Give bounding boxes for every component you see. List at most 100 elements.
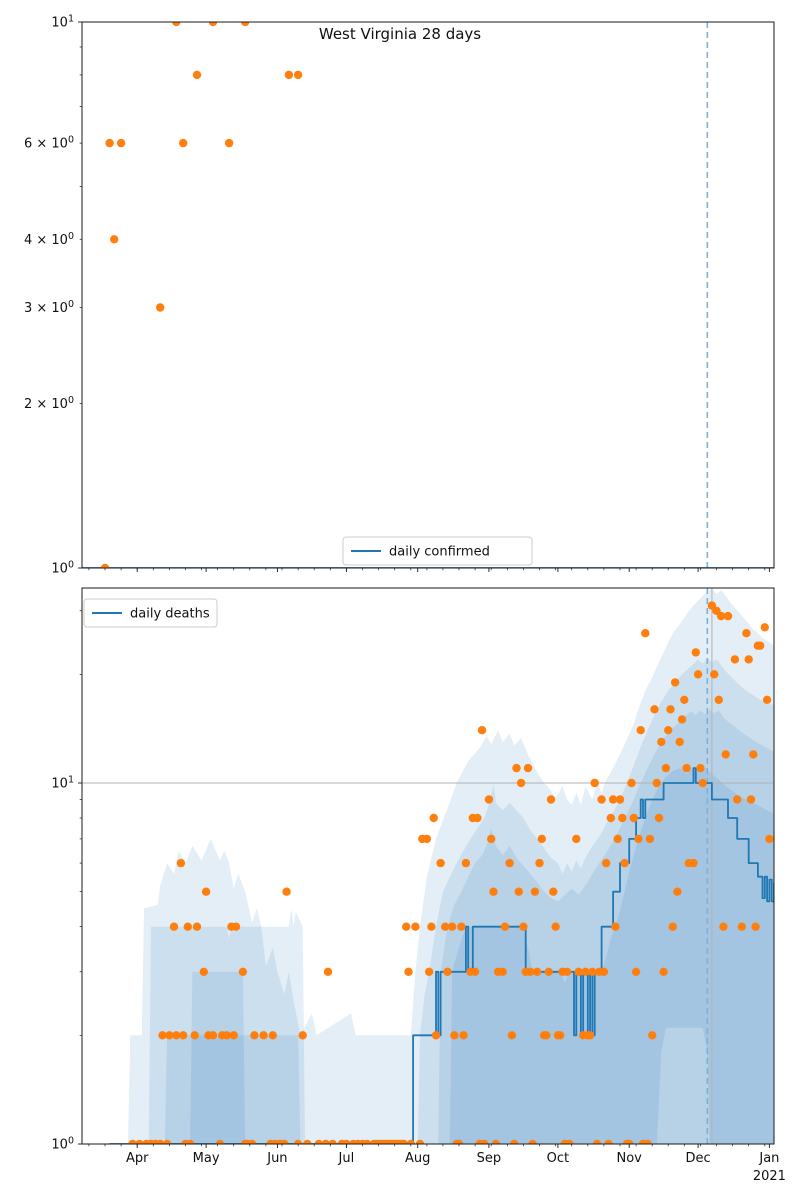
data-point	[192, 922, 202, 931]
data-point	[128, 1139, 137, 1144]
data-point	[652, 778, 661, 788]
data-point	[749, 750, 758, 759]
data-point	[615, 795, 625, 804]
data-point	[406, 1139, 415, 1144]
data-point	[544, 967, 553, 976]
data-point	[643, 1139, 652, 1144]
data-point	[284, 70, 294, 80]
data-point	[523, 763, 533, 773]
data-point	[477, 726, 487, 735]
x-tick-label: Jun	[266, 1151, 287, 1166]
plot-border	[81, 587, 775, 1145]
data-point	[618, 813, 627, 823]
data-point	[110, 235, 119, 244]
data-point	[666, 705, 675, 714]
data-point	[190, 1031, 199, 1040]
data-point	[659, 967, 668, 976]
data-point	[631, 967, 641, 976]
data-point	[742, 629, 751, 638]
data-point	[723, 611, 733, 621]
axes-frame	[78, 587, 775, 1148]
data-point	[415, 1139, 425, 1144]
legend-frame	[83, 598, 218, 628]
axes-frame	[78, 21, 775, 572]
data-point	[650, 705, 659, 714]
data-point	[247, 1139, 257, 1144]
data-point	[606, 813, 615, 823]
data-point	[625, 1139, 634, 1144]
data-point	[664, 726, 673, 735]
data-point	[693, 670, 703, 679]
data-point	[450, 1031, 459, 1040]
data-point	[429, 813, 438, 823]
data-point	[461, 858, 471, 868]
data-point	[487, 834, 496, 844]
data-point	[691, 648, 700, 657]
data-point	[293, 70, 303, 80]
x-tick-label: Nov	[617, 1151, 643, 1166]
data-point	[431, 1031, 441, 1040]
y-tick-label: 101	[51, 14, 74, 31]
daily-confirmed-dots	[100, 22, 303, 568]
data-point	[546, 795, 556, 804]
data-point	[562, 967, 572, 976]
data-point	[402, 922, 411, 931]
axis-labels: Apr May Jun Jul Aug Sep Oct Nov Dec Jan 2021 101 100	[51, 775, 786, 1185]
data-point	[654, 813, 664, 823]
data-point	[682, 763, 691, 773]
x-tick-label: Jul	[338, 1151, 355, 1166]
data-point	[551, 922, 560, 931]
data-point	[156, 303, 165, 312]
data-point	[668, 922, 677, 931]
data-point	[680, 695, 689, 704]
data-point	[599, 967, 609, 976]
data-point	[280, 1139, 289, 1144]
data-point	[751, 922, 760, 931]
data-point	[208, 22, 218, 27]
data-point	[480, 1139, 489, 1144]
data-point	[641, 629, 650, 638]
data-point	[744, 655, 753, 664]
data-point	[613, 834, 622, 844]
data-point	[620, 858, 629, 868]
legend-label: daily deaths	[130, 607, 210, 622]
data-point	[581, 967, 590, 976]
data-point	[636, 726, 645, 735]
data-point	[224, 138, 234, 148]
legend-daily-confirmed: daily confirmed	[342, 536, 533, 566]
data-point	[116, 138, 126, 148]
y-tick-label: 3 × 100	[24, 299, 74, 316]
data-point	[533, 967, 542, 976]
data-point	[427, 922, 436, 931]
data-point	[602, 858, 611, 868]
data-point	[611, 922, 620, 931]
data-point	[673, 887, 682, 896]
data-point	[185, 1139, 195, 1144]
data-point	[231, 922, 241, 931]
data-point	[565, 1139, 574, 1144]
plot-border	[81, 21, 775, 569]
x-tick-label: Jan	[758, 1151, 779, 1166]
data-point	[574, 967, 583, 976]
x-tick-label: Oct	[547, 1151, 569, 1166]
data-point	[505, 858, 514, 868]
confidence-band-outer	[128, 588, 774, 1144]
data-point	[585, 1031, 595, 1040]
data-point	[165, 1031, 174, 1040]
data-point	[500, 922, 510, 931]
data-point	[645, 834, 655, 844]
data-point	[677, 715, 687, 724]
data-point	[268, 1031, 277, 1040]
data-point	[657, 737, 666, 747]
y-tick-label: 2 × 100	[24, 395, 74, 412]
data-point	[342, 1139, 351, 1144]
daily-deaths-dots	[128, 601, 774, 1144]
y-tick-label: 100	[51, 1136, 74, 1153]
data-point	[241, 22, 250, 27]
data-point	[491, 1139, 500, 1144]
data-point	[156, 1139, 165, 1144]
data-point	[323, 967, 333, 976]
data-point	[716, 611, 726, 621]
data-point	[675, 737, 684, 747]
data-point	[208, 1031, 218, 1040]
